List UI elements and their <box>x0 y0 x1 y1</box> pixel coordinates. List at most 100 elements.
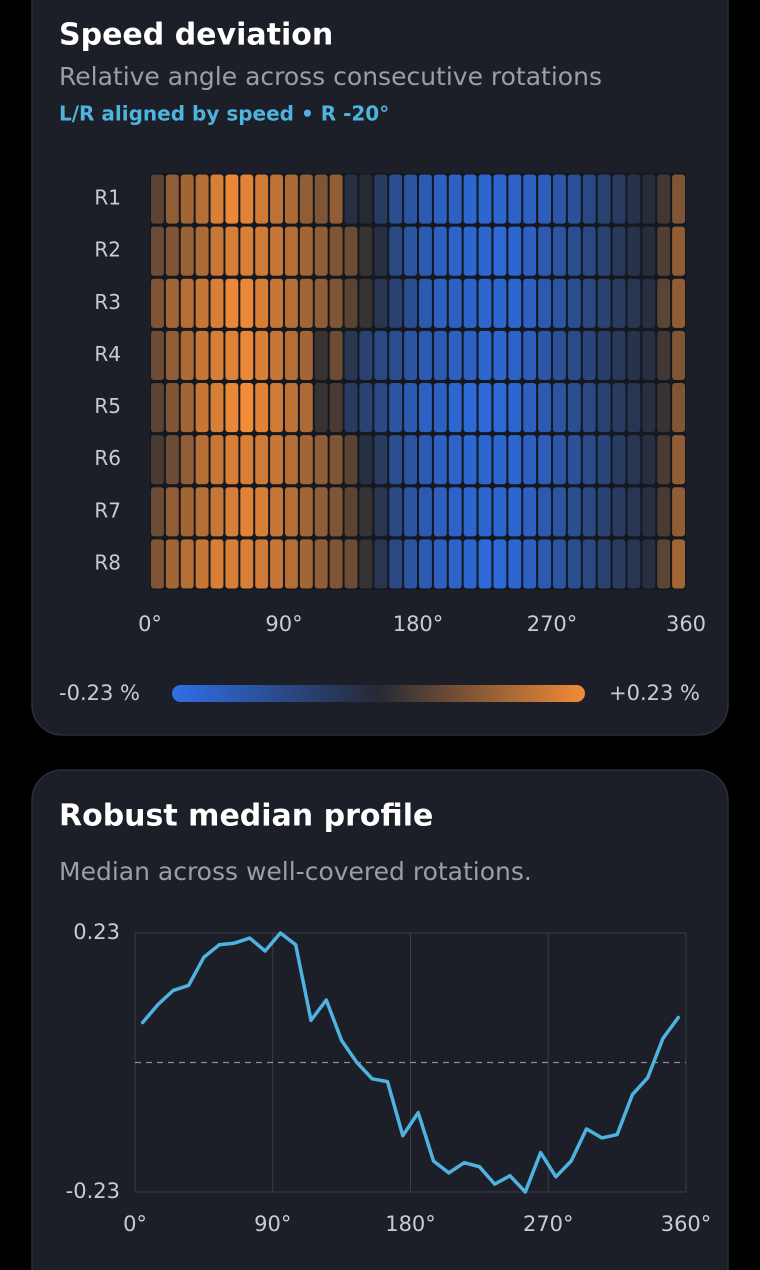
heatmap-cell <box>151 435 164 485</box>
heatmap-cell <box>389 330 403 380</box>
heatmap-cell <box>448 435 462 485</box>
heatmap-cell <box>553 278 566 328</box>
heatmap-cell <box>627 383 641 433</box>
heatmap-cell <box>493 278 507 328</box>
heatmap-cell <box>359 383 373 433</box>
heatmap-cell <box>389 226 403 276</box>
heatmap-cell <box>597 383 611 433</box>
heatmap-cell <box>657 435 671 485</box>
heatmap-cell <box>582 383 596 433</box>
heatmap-cell <box>612 435 626 485</box>
heatmap-cell <box>463 226 477 276</box>
heatmap-cell <box>225 226 239 276</box>
heatmap-cell <box>404 278 417 328</box>
heatmap-cell <box>567 278 581 328</box>
heatmap-cell <box>285 435 298 485</box>
heatmap-cell <box>523 226 537 276</box>
heatmap-cell <box>285 226 298 276</box>
heatmap-cell <box>508 226 522 276</box>
heatmap-cell <box>374 330 388 380</box>
heatmap-cell <box>210 539 224 589</box>
heatmap-cell <box>344 435 358 485</box>
heatmap-cell <box>329 383 343 433</box>
heatmap-cell <box>493 383 507 433</box>
heatmap-cell <box>240 487 254 537</box>
heatmap-cell <box>523 174 537 224</box>
heatmap-cell <box>508 278 522 328</box>
heatmap-cell <box>165 174 179 224</box>
heatmap-cell <box>433 278 447 328</box>
heatmap-cell <box>627 330 641 380</box>
heatmap-cell <box>508 383 522 433</box>
heatmap-cell <box>270 383 283 433</box>
heatmap-cell <box>151 383 164 433</box>
heatmap-cell <box>523 330 537 380</box>
heatmap-cell <box>165 539 179 589</box>
heatmap-cell <box>299 174 313 224</box>
heatmap-cell <box>582 330 596 380</box>
heatmap-cell <box>448 278 462 328</box>
heatmap-cell <box>612 174 626 224</box>
heatmap-cell <box>538 278 551 328</box>
heatmap-cell <box>195 278 209 328</box>
row-label: R8 <box>94 550 121 574</box>
heatmap-cell <box>210 487 224 537</box>
heatmap-cell <box>389 539 403 589</box>
x-tick-label: 0° <box>123 1212 147 1236</box>
heatmap-cell <box>478 330 492 380</box>
heatmap-cell <box>270 539 283 589</box>
heatmap-cell <box>314 330 328 380</box>
heatmap-cell <box>165 487 179 537</box>
heatmap-cell <box>195 174 209 224</box>
heatmap-cell <box>672 383 685 433</box>
heatmap-cell <box>270 278 283 328</box>
heatmap-cell <box>165 226 179 276</box>
heatmap-cell <box>463 487 477 537</box>
heatmap-cell <box>419 330 432 380</box>
heatmap-cell <box>314 539 328 589</box>
heatmap-cell <box>329 278 343 328</box>
heatmap-cell <box>255 435 269 485</box>
heatmap-cell <box>210 435 224 485</box>
heatmap-cell <box>642 539 656 589</box>
heatmap-cell <box>299 330 313 380</box>
heatmap-cell <box>433 487 447 537</box>
heatmap-cell <box>553 174 566 224</box>
heatmap-cell <box>642 330 656 380</box>
heatmap-cell <box>240 539 254 589</box>
heatmap-cell <box>463 539 477 589</box>
heatmap-cell <box>151 330 164 380</box>
heatmap-cell <box>523 539 537 589</box>
heatmap-cell <box>419 226 432 276</box>
heatmap-cell <box>285 174 298 224</box>
heatmap-cell <box>478 278 492 328</box>
heatmap-cell <box>433 383 447 433</box>
heatmap-cell <box>657 383 671 433</box>
heatmap-cell <box>180 539 194 589</box>
heatmap-cell <box>419 435 432 485</box>
heatmap-cell <box>538 226 551 276</box>
heatmap-cell <box>508 174 522 224</box>
heatmap-cell <box>180 226 194 276</box>
heatmap-cell <box>553 383 566 433</box>
heatmap-cell <box>389 174 403 224</box>
heatmap-cell <box>151 487 164 537</box>
heatmap-cell <box>538 539 551 589</box>
heatmap-cell <box>255 174 269 224</box>
heatmap-cell <box>523 435 537 485</box>
heatmap-cell <box>404 174 417 224</box>
heatmap-cell <box>672 174 685 224</box>
heatmap-cell <box>285 330 298 380</box>
heatmap-cell <box>657 330 671 380</box>
card-title: Robust median profile <box>59 799 433 834</box>
x-tick-label: 270° <box>523 1212 574 1236</box>
heatmap-cell <box>493 226 507 276</box>
heatmap-cell <box>180 278 194 328</box>
heatmap-cell <box>672 435 685 485</box>
heatmap-cell <box>612 278 626 328</box>
heatmap-cell <box>478 226 492 276</box>
heatmap-cell <box>553 330 566 380</box>
heatmap-cell <box>151 226 164 276</box>
heatmap-cell <box>314 383 328 433</box>
heatmap-cell <box>493 487 507 537</box>
